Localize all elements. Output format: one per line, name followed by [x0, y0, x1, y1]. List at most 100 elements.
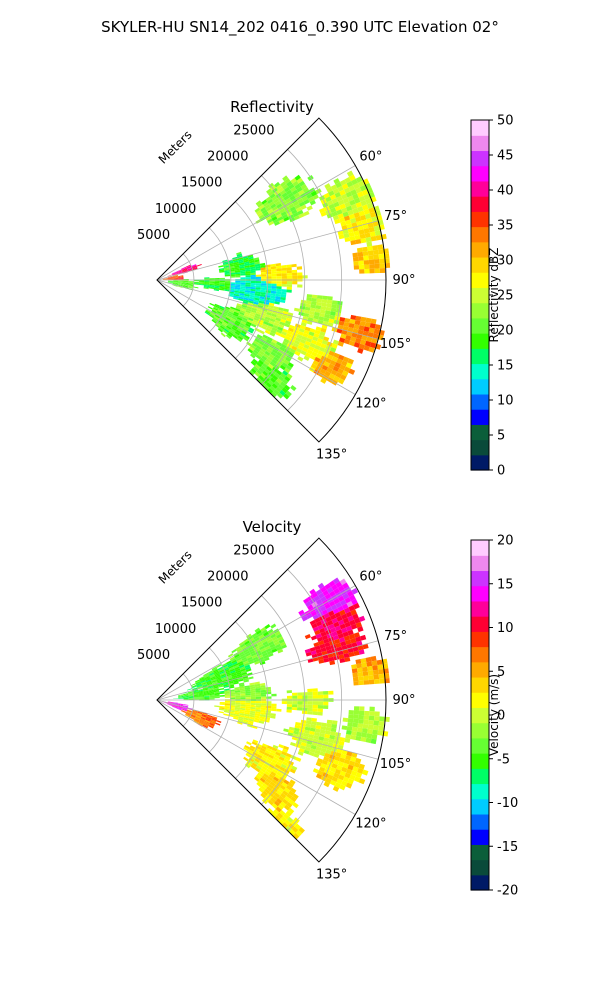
reflectivity-title: Reflectivity — [230, 98, 314, 116]
azimuth-line — [156, 279, 379, 340]
colorbar-segment — [471, 707, 489, 724]
colorbar-segment — [471, 585, 489, 602]
angle-tick-label: 75° — [384, 629, 407, 644]
colorbar-tick-label: 0 — [497, 464, 505, 479]
data-gates — [162, 170, 391, 400]
angle-tick-label: 60° — [359, 150, 382, 165]
colorbar-segment — [471, 317, 489, 334]
colorbar-segment — [471, 661, 489, 678]
angle-tick-label: 120° — [355, 817, 386, 832]
colorbar-segment — [471, 737, 489, 754]
colorbar-tick-label: 35 — [497, 219, 514, 234]
angle-tick-label: 105° — [380, 337, 411, 352]
azimuth-line — [156, 165, 356, 281]
azimuth-line — [156, 585, 356, 701]
colorbar-segment — [471, 540, 489, 556]
angle-tick-label: 60° — [359, 570, 382, 585]
colorbar-segment — [471, 454, 489, 471]
data-gates — [162, 577, 390, 840]
colorbar-segment — [471, 226, 489, 243]
colorbar-segment — [471, 570, 489, 587]
range-tick-label: 5000 — [137, 228, 170, 243]
colorbar-segment — [471, 165, 489, 182]
colorbar-tick-label: 15 — [497, 359, 514, 374]
range-tick-label: 15000 — [181, 176, 222, 191]
colorbar-segment — [471, 874, 489, 891]
colorbar-segment — [471, 753, 489, 769]
colorbar-segment — [471, 393, 489, 410]
reflectivity-colorbar-label: Reflectivity dBZ — [487, 248, 501, 343]
velocity-panel: Velocity Meters Velocity (m/s) 60° 75° 90°… — [137, 518, 518, 899]
angle-tick-label: 135° — [316, 448, 347, 463]
colorbar-tick-label: 45 — [497, 149, 514, 164]
colorbar-segment — [471, 256, 489, 273]
range-tick-label: 25000 — [233, 543, 274, 558]
colorbar-segment — [471, 722, 489, 739]
colorbar-tick-label: 20 — [497, 534, 514, 549]
colorbar-segment — [471, 859, 489, 876]
colorbar-tick-label: -15 — [497, 840, 518, 855]
colorbar-segment — [471, 424, 489, 441]
colorbar-segment — [471, 783, 489, 800]
azimuth-line — [156, 699, 356, 815]
azimuth-line — [156, 220, 379, 281]
colorbar-tick-label: 50 — [497, 114, 514, 129]
colorbar-segment — [471, 600, 489, 617]
range-tick-label: 5000 — [137, 648, 170, 663]
colorbar-segment — [471, 211, 489, 228]
velocity-colorbar-label: Velocity (m/s) — [487, 674, 501, 756]
velocity-radial-label: Meters — [156, 548, 195, 587]
colorbar-segment — [471, 333, 489, 349]
colorbar-segment — [471, 272, 489, 288]
range-tick-label: 25000 — [233, 123, 274, 138]
colorbar-segment — [471, 378, 489, 395]
figure-title: SKYLER-HU SN14_202 0416_0.390 UTC Elevat… — [101, 18, 499, 37]
colorbar-segment — [471, 363, 489, 380]
range-tick-label: 20000 — [207, 570, 248, 585]
range-tick-label: 10000 — [155, 622, 196, 637]
colorbar-segment — [471, 196, 489, 212]
colorbar-segment — [471, 844, 489, 861]
colorbar-segment — [471, 241, 489, 258]
colorbar-segment — [471, 409, 489, 425]
colorbar-tick-label: 15 — [497, 577, 514, 592]
range-tick-label: 20000 — [207, 150, 248, 165]
colorbar-segment — [471, 120, 489, 136]
colorbar-segment — [471, 631, 489, 648]
colorbar-tick-label: 10 — [497, 394, 514, 409]
colorbar-tick-label: -20 — [497, 884, 518, 899]
reflectivity-panel: Reflectivity Meters Reflectivity dBZ 60°… — [137, 98, 514, 479]
colorbar-segment — [471, 692, 489, 708]
colorbar-segment — [471, 150, 489, 167]
colorbar-segment — [471, 646, 489, 663]
colorbar-tick-label: 30 — [497, 254, 514, 269]
range-tick-label: 15000 — [181, 596, 222, 611]
angle-tick-label: 90° — [392, 693, 415, 708]
angle-tick-label: 135° — [316, 868, 347, 883]
colorbar-segment — [471, 555, 489, 572]
colorbar-segment — [471, 287, 489, 304]
colorbar-segment — [471, 439, 489, 456]
colorbar-tick-label: 5 — [497, 429, 505, 444]
colorbar-tick-label: 40 — [497, 184, 514, 199]
colorbar-segment — [471, 829, 489, 845]
colorbar-segment — [471, 798, 489, 815]
colorbar-tick-label: 20 — [497, 324, 514, 339]
colorbar-segment — [471, 348, 489, 365]
sector-border — [156, 537, 387, 863]
colorbar-tick-label: 10 — [497, 621, 514, 636]
velocity-title: Velocity — [243, 518, 302, 536]
colorbar-tick-label: 25 — [497, 289, 514, 304]
colorbar-tick-label: -5 — [497, 752, 510, 767]
angle-tick-label: 105° — [380, 757, 411, 772]
colorbar-tick-label: 0 — [497, 709, 505, 724]
colorbar-tick-label: -10 — [497, 796, 518, 811]
colorbar-segment — [471, 813, 489, 830]
angle-tick-label: 120° — [355, 397, 386, 412]
azimuth-line — [156, 279, 356, 395]
reflectivity-radial-label: Meters — [156, 128, 195, 167]
azimuth-line — [156, 699, 379, 760]
colorbar-segment — [471, 135, 489, 152]
sector-border — [156, 117, 387, 443]
colorbar-tick-label: 5 — [497, 665, 505, 680]
